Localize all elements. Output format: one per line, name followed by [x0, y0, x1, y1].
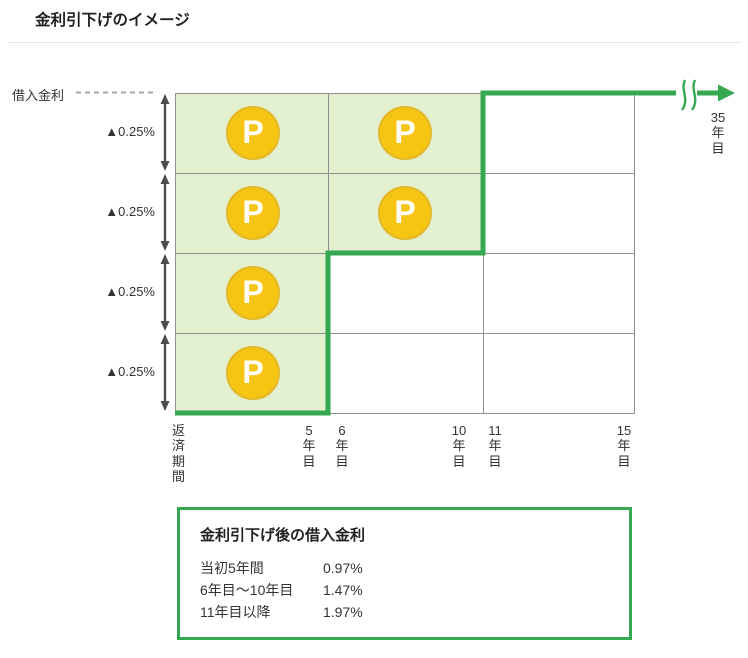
coin-letter: P: [242, 274, 264, 310]
page-title: 金利引下げのイメージ: [35, 12, 190, 29]
x-axis-label-origin: 返 済 期 間: [172, 423, 186, 484]
info-box-title: 金利引下げ後の借入金利: [200, 527, 366, 544]
y-axis-label: 借入金利: [12, 88, 65, 103]
rate-step-line: [175, 90, 676, 416]
axis-break-icon: [680, 79, 697, 111]
rate-value: 1.47%: [323, 582, 363, 598]
title-divider: [8, 42, 742, 43]
rate-period-label: 11年目以降: [200, 604, 271, 620]
point-coin-icon: P: [226, 186, 280, 240]
discount-arrows: [160, 94, 170, 411]
discount-step-label: ▲0.25%: [105, 364, 155, 379]
x-axis-label-year10: 10 年 目: [451, 423, 467, 469]
point-coin-icon: P: [378, 106, 432, 160]
x-axis-label-year5: 5 年 目: [302, 423, 316, 469]
rate-row: 当初5年間 0.97%: [200, 557, 609, 579]
discount-step-label: ▲0.25%: [105, 124, 155, 139]
discount-arrow: [160, 94, 170, 171]
rate-value: 1.97%: [323, 604, 363, 620]
reduced-rate-info-box: 金利引下げ後の借入金利 当初5年間 0.97% 6年目〜10年目 1.47% 1…: [177, 507, 632, 640]
coin-letter: P: [242, 114, 264, 150]
point-coin-icon: P: [226, 106, 280, 160]
discount-arrow: [160, 174, 170, 251]
rate-row: 6年目〜10年目 1.47%: [200, 579, 609, 601]
x-axis-label-year6: 6 年 目: [335, 423, 349, 469]
rate-step-chart: [76, 79, 735, 416]
point-coin-icon: P: [378, 186, 432, 240]
x-axis-label-year15: 15 年 目: [616, 423, 632, 469]
discount-arrow: [160, 254, 170, 331]
x-axis-label-year11: 11 年 目: [488, 423, 502, 469]
rate-row: 11年目以降 1.97%: [200, 601, 609, 623]
point-coin-icon: P: [226, 266, 280, 320]
x-axis-label-year35: 35 年 目: [710, 110, 726, 156]
coin-letter: P: [394, 194, 416, 230]
rate-value: 0.97%: [323, 560, 363, 576]
discount-step-label: ▲0.25%: [105, 204, 155, 219]
coin-letter: P: [394, 114, 416, 150]
coin-letter: P: [242, 194, 264, 230]
coin-letter: P: [242, 354, 264, 390]
rate-period-label: 当初5年間: [200, 560, 264, 576]
arrow-head-icon: [718, 84, 735, 102]
point-coin-icon: P: [226, 346, 280, 400]
discount-arrow: [160, 334, 170, 411]
info-box-rows: 当初5年間 0.97% 6年目〜10年目 1.47% 11年目以降 1.97%: [200, 557, 609, 623]
rate-period-label: 6年目〜10年目: [200, 582, 294, 598]
discount-step-label: ▲0.25%: [105, 284, 155, 299]
